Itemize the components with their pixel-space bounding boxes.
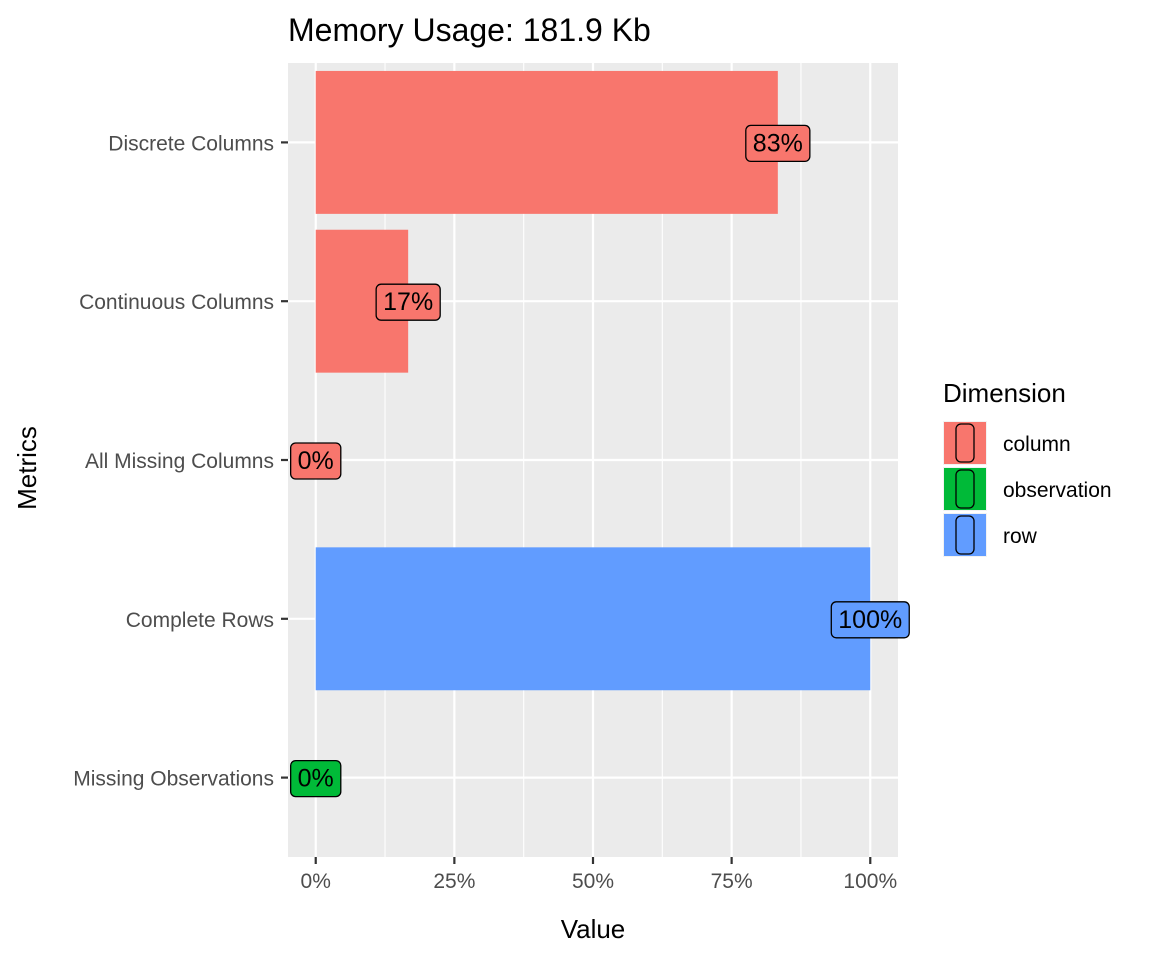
data-label-box (745, 124, 811, 163)
chart-title: Memory Usage: 181.9 Kb (288, 12, 651, 48)
x-axis-title: Value (561, 914, 626, 944)
x-tick-label: 0% (301, 870, 331, 893)
data-label: 0% (290, 759, 342, 798)
data-label: 0% (290, 442, 342, 480)
legend-key (944, 468, 986, 510)
bar (315, 70, 778, 214)
y-tick-label: All Missing Columns (85, 450, 274, 473)
data-label-box (375, 283, 441, 321)
legend-label: column (1003, 433, 1071, 456)
legend-label: observation (1003, 479, 1112, 502)
data-label-text: 17% (383, 288, 433, 316)
y-axis-title: Metrics (12, 426, 42, 510)
data-label-text: 0% (298, 765, 334, 793)
legend-key-label-icon (955, 515, 975, 555)
data-label: 83% (745, 124, 811, 163)
legend-key (944, 514, 986, 556)
data-label-box (290, 442, 342, 480)
data-label-box (830, 601, 910, 639)
y-tick-label: Continuous Columns (79, 291, 274, 314)
y-tick-label: Discrete Columns (108, 132, 274, 155)
data-label-text: 0% (298, 447, 334, 475)
data-label-text: 83% (753, 129, 803, 157)
y-tick-label: Missing Observations (73, 768, 274, 791)
data-label: 17% (375, 283, 441, 321)
legend: Dimension column observation row (943, 378, 1112, 557)
data-label-text: 100% (838, 606, 902, 634)
x-tick-label: 25% (433, 870, 475, 893)
legend-title: Dimension (943, 378, 1066, 408)
legend-key (944, 422, 986, 464)
x-tick-label: 50% (572, 870, 614, 893)
legend-label: row (1003, 525, 1038, 548)
data-label-box (290, 759, 342, 798)
legend-key-label-icon (955, 423, 975, 463)
legend-key-label-icon (955, 469, 975, 509)
x-tick-label: 75% (711, 870, 753, 893)
bar (315, 547, 871, 691)
data-label: 100% (830, 601, 910, 639)
y-tick-label: Complete Rows (126, 609, 274, 632)
x-tick-label: 100% (843, 870, 897, 893)
